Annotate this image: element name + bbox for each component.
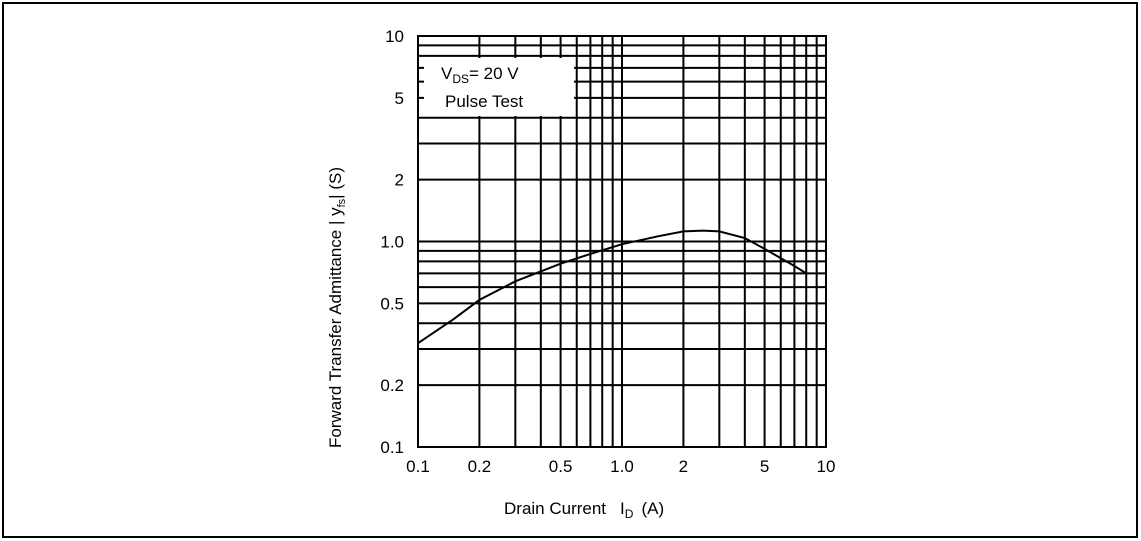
y-tick-label: 1.0 bbox=[380, 233, 404, 252]
x-axis-label: Drain Current ID (A) bbox=[504, 499, 664, 521]
annotation-box bbox=[424, 58, 574, 116]
x-tick-label: 10 bbox=[817, 457, 836, 476]
x-tick-label: 2 bbox=[679, 457, 688, 476]
series-layer bbox=[417, 229, 807, 345]
x-tick-label: 0.1 bbox=[406, 457, 430, 476]
x-axis-label-symbol: I bbox=[620, 499, 625, 518]
y-axis-label-end: | (S) bbox=[326, 167, 345, 199]
y-tick-label: 0.5 bbox=[380, 294, 404, 313]
x-tick-label: 0.5 bbox=[549, 457, 573, 476]
x-axis-label-subscript: D bbox=[625, 507, 634, 521]
y-axis-label-sub: fs bbox=[336, 198, 348, 207]
x-axis-label-unit: (A) bbox=[641, 499, 664, 518]
y-tick-label: 10 bbox=[385, 27, 404, 46]
x-tick-label: 1.0 bbox=[610, 457, 634, 476]
y-tick-label: 2 bbox=[395, 171, 404, 190]
y-tick-label: 0.2 bbox=[380, 376, 404, 395]
y-axis-label: Forward Transfer Admittance | yfs| (S) bbox=[326, 167, 348, 448]
x-tick-label: 0.2 bbox=[468, 457, 492, 476]
plot-border bbox=[417, 35, 827, 448]
tick-labels: 0.1 0.2 0.5 1.0 2 5 10 10 5 2 1.0 0.5 0.2 0.1 bbox=[380, 27, 835, 476]
y-tick-label: 0.1 bbox=[380, 438, 404, 457]
annotation-pulse-test: Pulse Test bbox=[445, 92, 523, 111]
x-axis-label-text: Drain Current bbox=[504, 499, 606, 518]
annotation-vds-suffix: = 20 V bbox=[469, 64, 519, 83]
annotation-vds-sub: DS bbox=[452, 72, 469, 86]
annotation-vds: VDS= 20 V bbox=[441, 64, 519, 86]
annotation-vds-prefix: V bbox=[441, 64, 453, 83]
x-tick-label: 5 bbox=[760, 457, 769, 476]
y-tick-label: 5 bbox=[395, 89, 404, 108]
series-line bbox=[417, 229, 807, 345]
y-axis-label-text: Forward Transfer Admittance | y bbox=[326, 207, 345, 448]
